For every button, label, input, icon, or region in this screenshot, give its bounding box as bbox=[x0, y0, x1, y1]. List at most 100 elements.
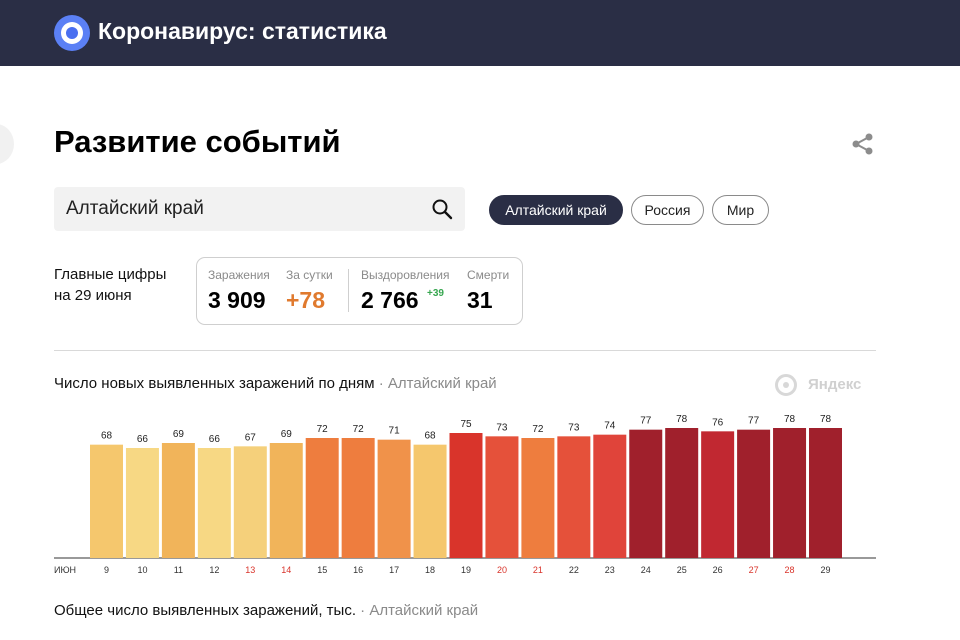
search-value: Алтайский край bbox=[66, 198, 204, 219]
app-header: Коронавирус: статистика bbox=[0, 0, 960, 66]
section-divider bbox=[54, 350, 876, 351]
page-title: Развитие событий bbox=[54, 124, 341, 159]
bar-value-label: 73 bbox=[496, 422, 508, 433]
chart1-title: Число новых выявленных заражений по дням… bbox=[54, 375, 497, 392]
x-tick-label: 26 bbox=[713, 565, 723, 575]
bar-value-label: 72 bbox=[532, 424, 544, 435]
bar-10[interactable] bbox=[125, 448, 159, 558]
x-tick-label: 17 bbox=[389, 565, 399, 575]
x-tick-label: 27 bbox=[749, 565, 759, 575]
bar-12[interactable] bbox=[197, 448, 231, 558]
chip-world[interactable]: Мир bbox=[712, 195, 769, 225]
chart2-title-text: Общее число выявленных заражений, тыс. bbox=[54, 602, 356, 619]
bar-14[interactable] bbox=[269, 443, 303, 558]
bar-value-label: 69 bbox=[173, 429, 185, 440]
search-icon[interactable] bbox=[431, 198, 453, 220]
logo-icon[interactable] bbox=[54, 15, 90, 51]
bar-17[interactable] bbox=[377, 439, 411, 558]
bar-28[interactable] bbox=[773, 428, 807, 558]
x-tick-label: 9 bbox=[104, 565, 109, 575]
deaths-value: 31 bbox=[467, 287, 493, 313]
bar-value-label: 77 bbox=[640, 416, 652, 427]
yandex-watermark: Яндекс bbox=[775, 374, 865, 398]
bar-20[interactable] bbox=[485, 436, 519, 558]
x-tick-label: 21 bbox=[533, 565, 543, 575]
yandex-logo-icon bbox=[775, 374, 797, 396]
bar-22[interactable] bbox=[557, 436, 591, 558]
bar-value-label: 74 bbox=[604, 421, 616, 432]
bar-13[interactable] bbox=[233, 446, 267, 558]
bar-23[interactable] bbox=[593, 434, 627, 558]
chart2-region: · Алтайский край bbox=[360, 602, 479, 619]
bar-value-label: 71 bbox=[389, 426, 401, 437]
chart2-title: Общее число выявленных заражений, тыс. ·… bbox=[54, 602, 478, 619]
bar-9[interactable] bbox=[90, 444, 123, 558]
deaths-label: Смерти bbox=[467, 268, 510, 282]
stats-card: Заражения 3 909 За сутки +78 Выздоровлен… bbox=[196, 257, 523, 325]
bar-value-label: 73 bbox=[568, 422, 580, 433]
bar-value-label: 68 bbox=[101, 431, 113, 442]
bar-value-label: 66 bbox=[209, 434, 221, 445]
bar-11[interactable] bbox=[161, 443, 195, 558]
stats-divider bbox=[348, 269, 349, 312]
recovered-delta: +39 bbox=[427, 288, 444, 299]
daily-value: +78 bbox=[286, 287, 326, 313]
bar-24[interactable] bbox=[629, 429, 663, 558]
recovered-value: 2 766 bbox=[361, 287, 419, 313]
x-tick-label: 22 bbox=[569, 565, 579, 575]
chart1-region: · Алтайский край bbox=[378, 375, 497, 392]
x-tick-label: 10 bbox=[137, 565, 147, 575]
x-tick-label: 23 bbox=[605, 565, 615, 575]
bar-value-label: 69 bbox=[281, 429, 293, 440]
x-axis-start-label: ИЮН bbox=[54, 565, 76, 575]
watermark-text: Яндекс bbox=[808, 376, 862, 393]
x-tick-label: 12 bbox=[209, 565, 219, 575]
bar-value-label: 72 bbox=[317, 424, 329, 435]
x-tick-label: 16 bbox=[353, 565, 363, 575]
bar-19[interactable] bbox=[449, 433, 483, 558]
bar-value-label: 68 bbox=[424, 431, 436, 442]
x-tick-label: 25 bbox=[677, 565, 687, 575]
summary-caption: Главные цифры на 29 июня bbox=[54, 264, 166, 306]
x-tick-label: 19 bbox=[461, 565, 471, 575]
bar-15[interactable] bbox=[305, 438, 339, 558]
bar-27[interactable] bbox=[737, 429, 771, 558]
bar-value-label: 75 bbox=[460, 419, 472, 430]
share-icon[interactable] bbox=[850, 132, 876, 156]
bar-18[interactable] bbox=[413, 444, 447, 558]
x-tick-label: 15 bbox=[317, 565, 327, 575]
app-title: Коронавирус: статистика bbox=[98, 18, 387, 44]
bar-value-label: 78 bbox=[676, 414, 688, 425]
infected-value: 3 909 bbox=[208, 287, 266, 313]
bar-26[interactable] bbox=[701, 431, 735, 558]
daily-label: За сутки bbox=[286, 268, 333, 282]
bar-21[interactable] bbox=[521, 438, 555, 558]
bar-25[interactable] bbox=[665, 428, 699, 558]
x-tick-label: 14 bbox=[281, 565, 291, 575]
x-tick-label: 28 bbox=[785, 565, 795, 575]
bar-16[interactable] bbox=[341, 438, 375, 558]
side-tab[interactable] bbox=[0, 124, 14, 164]
region-search-input[interactable]: Алтайский край bbox=[54, 187, 465, 231]
summary-line1: Главные цифры bbox=[54, 266, 167, 283]
summary-date: на 29 июня bbox=[54, 287, 132, 304]
bar-29[interactable] bbox=[809, 428, 842, 558]
bar-value-label: 67 bbox=[245, 432, 257, 443]
chip-altai-region[interactable]: Алтайский край bbox=[489, 195, 623, 225]
bar-value-label: 78 bbox=[820, 414, 832, 425]
x-tick-label: 11 bbox=[174, 565, 183, 575]
recovered-label: Выздоровления bbox=[361, 268, 450, 282]
chip-russia[interactable]: Россия bbox=[631, 195, 704, 225]
bar-value-label: 77 bbox=[748, 416, 760, 427]
chart1-title-text: Число новых выявленных заражений по дням bbox=[54, 375, 375, 392]
infected-label: Заражения bbox=[208, 268, 270, 282]
x-tick-label: 24 bbox=[641, 565, 651, 575]
bar-value-label: 66 bbox=[137, 434, 149, 445]
bar-value-label: 76 bbox=[712, 417, 724, 428]
bar-value-label: 72 bbox=[353, 424, 365, 435]
x-tick-label: 13 bbox=[245, 565, 255, 575]
x-tick-label: 29 bbox=[820, 565, 830, 575]
x-tick-label: 20 bbox=[497, 565, 507, 575]
x-tick-label: 18 bbox=[425, 565, 435, 575]
new-cases-bar-chart: ИЮН 68 9 66 10 69 11 66 12 67 13 69 14 72 15 72 16 71 17 68… bbox=[54, 414, 876, 575]
